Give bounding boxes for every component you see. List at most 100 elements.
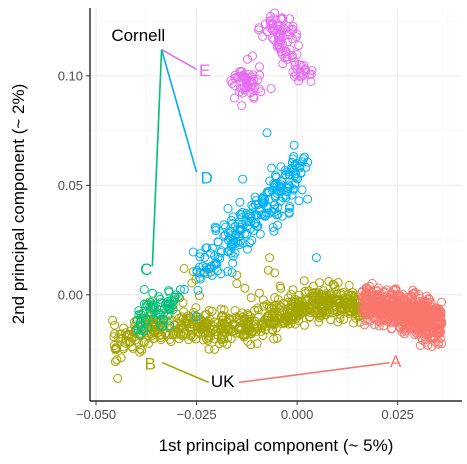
- point-series-c: [159, 308, 169, 318]
- point-series-a: [378, 307, 387, 317]
- point-series-e: [246, 88, 255, 98]
- point-series-a: [435, 325, 445, 335]
- point-series-b: [272, 333, 282, 343]
- y-tick-label: 0.05: [58, 178, 83, 193]
- point-series-b: [316, 303, 326, 312]
- point-series-d: [191, 312, 201, 322]
- point-series-d: [290, 179, 300, 189]
- point-series-b: [127, 342, 137, 352]
- point-series-d: [206, 261, 216, 271]
- point-series-a: [399, 324, 409, 334]
- point-series-b: [333, 278, 343, 287]
- point-series-b: [330, 306, 339, 315]
- point-series-e: [274, 32, 283, 42]
- annotation-c: C: [140, 260, 152, 279]
- point-series-b: [289, 311, 299, 321]
- point-series-b: [156, 330, 166, 340]
- point-series-d: [223, 204, 233, 213]
- point-series-c: [144, 299, 154, 309]
- point-series-b: [254, 288, 264, 298]
- point-series-b: [215, 339, 224, 349]
- point-series-a: [423, 340, 433, 350]
- point-series-d: [223, 228, 233, 238]
- point-series-b: [263, 265, 273, 275]
- point-series-b: [329, 280, 339, 290]
- connector-line: [162, 361, 209, 384]
- point-series-d: [236, 236, 245, 246]
- point-series-b: [294, 302, 304, 312]
- point-series-a: [433, 309, 443, 319]
- point-series-a: [399, 304, 409, 314]
- point-series-b: [135, 347, 145, 357]
- point-series-d: [227, 239, 237, 249]
- point-series-a: [437, 339, 447, 349]
- point-series-d: [227, 268, 237, 278]
- point-series-a: [362, 287, 372, 297]
- point-series-d: [293, 159, 302, 168]
- point-series-d: [276, 180, 286, 190]
- point-series-d: [273, 220, 282, 230]
- point-series-b: [355, 317, 365, 327]
- point-series-c: [148, 288, 158, 298]
- point-series-a: [377, 302, 387, 312]
- point-series-b: [306, 308, 316, 318]
- point-series-b: [284, 319, 294, 329]
- point-series-d: [301, 162, 311, 172]
- point-series-b: [245, 312, 255, 322]
- point-series-d: [193, 285, 203, 295]
- point-series-d: [261, 210, 271, 220]
- point-series-b: [251, 327, 261, 337]
- annotation-uk: UK: [211, 372, 235, 391]
- point-series-b: [240, 283, 250, 293]
- point-series-a: [406, 322, 416, 332]
- point-series-a: [427, 317, 437, 327]
- point-series-b: [288, 285, 298, 295]
- point-series-d: [255, 205, 265, 215]
- point-series-b: [262, 313, 272, 323]
- point-series-b: [217, 311, 227, 320]
- point-series-b: [276, 283, 286, 293]
- point-series-b: [222, 339, 232, 349]
- point-series-b: [299, 303, 309, 313]
- point-series-e: [253, 75, 263, 85]
- point-series-e: [237, 67, 247, 77]
- point-series-b: [110, 329, 120, 339]
- point-series-d: [219, 220, 229, 230]
- connector-line: [151, 49, 163, 267]
- point-series-b: [108, 315, 118, 325]
- point-series-e: [270, 8, 280, 18]
- point-series-b: [315, 278, 324, 288]
- point-series-b: [246, 340, 256, 350]
- point-series-e: [268, 18, 277, 28]
- point-series-c: [169, 292, 179, 302]
- point-series-d: [247, 235, 257, 245]
- point-series-b: [344, 280, 354, 290]
- point-series-b: [118, 333, 128, 343]
- cluster-annotations: Cornell UK A B C D E: [111, 26, 402, 391]
- point-series-d: [270, 204, 279, 214]
- point-series-b: [320, 295, 329, 305]
- point-series-c: [159, 315, 169, 325]
- point-series-a: [374, 321, 384, 331]
- point-series-d: [269, 180, 279, 190]
- point-series-a: [412, 321, 422, 331]
- point-series-b: [112, 344, 122, 354]
- point-series-d: [285, 202, 295, 211]
- point-series-b: [204, 344, 214, 354]
- point-series-d: [195, 273, 205, 282]
- point-series-c: [165, 321, 175, 331]
- point-series-d: [215, 254, 225, 264]
- point-series-d: [287, 157, 297, 167]
- point-series-b: [116, 353, 126, 363]
- point-series-d: [311, 253, 321, 263]
- point-series-d: [297, 185, 307, 195]
- point-series-d: [228, 258, 238, 268]
- point-series-d: [242, 244, 252, 254]
- point-series-d: [238, 174, 248, 184]
- point-series-b: [232, 279, 242, 289]
- point-series-a: [377, 289, 387, 299]
- point-series-b: [349, 318, 359, 328]
- point-series-c: [152, 314, 162, 323]
- point-series-e: [230, 93, 239, 103]
